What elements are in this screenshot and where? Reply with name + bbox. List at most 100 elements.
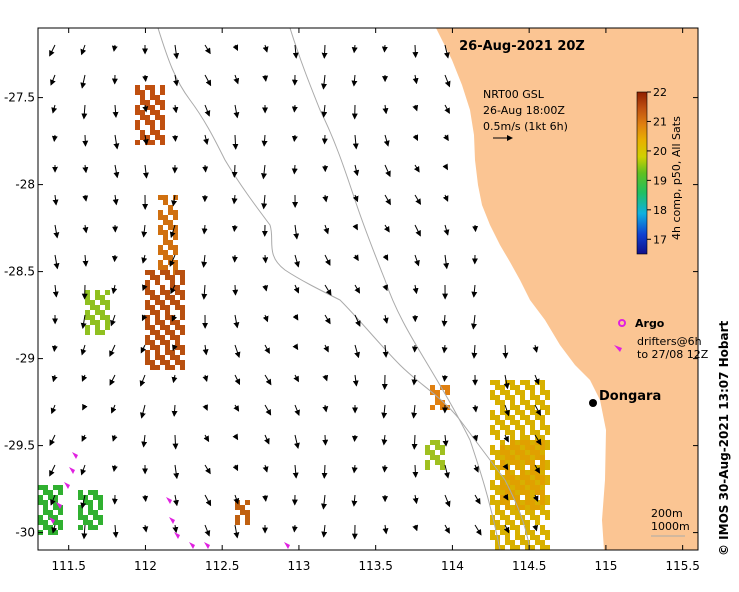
sst-pixel [145,325,150,330]
sst-pixel [495,505,500,510]
current-arrow [381,464,388,473]
sst-pixel [145,120,150,125]
current-arrow [382,344,389,358]
sst-pixel [85,310,90,315]
sst-pixel [168,205,173,210]
sst-pixel [158,210,163,215]
sst-pixel [95,330,100,335]
sst-pixel [490,410,495,415]
sst-pixel [145,355,150,360]
sst-pixel [530,425,535,430]
sst-pixel [140,100,145,105]
current-arrow [293,284,300,294]
sst-pixel [158,245,163,250]
sst-pixel [510,440,515,445]
sst-pixel [150,140,155,145]
sst-pixel [160,270,165,275]
sst-pixel [98,515,103,520]
sst-pixel [155,355,160,360]
sst-pixel [43,525,48,530]
sst-pixel [510,525,515,530]
sst-pixel [435,390,440,395]
sst-pixel [440,460,445,465]
sst-pixel [495,380,500,385]
sst-pixel [165,295,170,300]
sst-pixel [175,270,180,275]
sst-pixel [535,485,540,490]
current-arrow [474,524,482,536]
sst-pixel [38,495,43,500]
sst-pixel [48,510,53,515]
sst-pixel [510,450,515,455]
sst-pixel [140,90,145,95]
sst-pixel [490,380,495,385]
sst-pixel [525,450,530,455]
sst-pixel [545,405,550,410]
sst-pixel [88,525,93,530]
sst-pixel [490,395,495,400]
current-arrow [49,44,56,57]
sst-pixel [173,265,178,270]
sst-pixel [515,475,520,480]
sst-pixel [83,495,88,500]
sst-pixel [520,485,525,490]
sst-pixel [440,405,445,410]
current-arrow [354,344,361,359]
current-arrow [441,374,448,382]
sst-pixel [163,215,168,220]
current-arrow [382,104,389,115]
current-arrow [294,404,300,417]
sst-pixel [175,320,180,325]
sst-pixel [150,120,155,125]
sst-pixel [490,390,495,395]
sst-pixel [150,310,155,315]
sst-pixel [510,470,515,475]
sst-pixel [425,465,430,470]
sst-pixel [505,450,510,455]
current-arrow [502,493,509,501]
sst-pixel [540,380,545,385]
drifter-marker [204,542,210,549]
sst-pixel [540,505,545,510]
sst-pixel [93,525,98,530]
sst-pixel [160,335,165,340]
sst-pixel [430,385,435,390]
sst-pixel [545,425,550,430]
town-marker [589,399,597,407]
x-tick-label: 112 [134,559,157,573]
sst-pixel [150,305,155,310]
current-arrow [80,44,87,56]
sst-pixel [535,500,540,505]
current-arrow [81,524,88,540]
sst-pixel [430,440,435,445]
current-arrow [503,374,510,390]
sst-pixel [545,515,550,520]
sst-pixel [88,520,93,525]
current-arrow [81,104,88,120]
sst-pixel [165,330,170,335]
sst-pixel [510,505,515,510]
sst-pixel [505,455,510,460]
sst-pixel [165,360,170,365]
sst-pixel [520,505,525,510]
sst-pixel [155,300,160,305]
sst-pixel [150,125,155,130]
sst-pixel [170,320,175,325]
current-arrow [172,344,178,352]
current-arrow [80,344,87,356]
sst-pixel [175,335,180,340]
sst-pixel [158,230,163,235]
sst-pixel [168,255,173,260]
sst-pixel [165,290,170,295]
sst-pixel [510,395,515,400]
current-arrow [171,404,178,417]
current-arrow [52,284,59,298]
current-arrow [141,254,148,264]
sst-pixel [545,530,550,535]
y-tick-label: -27.5 [4,91,35,105]
sst-pixel [530,475,535,480]
current-arrow [443,44,450,59]
current-arrow [112,194,119,206]
sst-pixel [105,325,110,330]
sst-pixel [163,240,168,245]
